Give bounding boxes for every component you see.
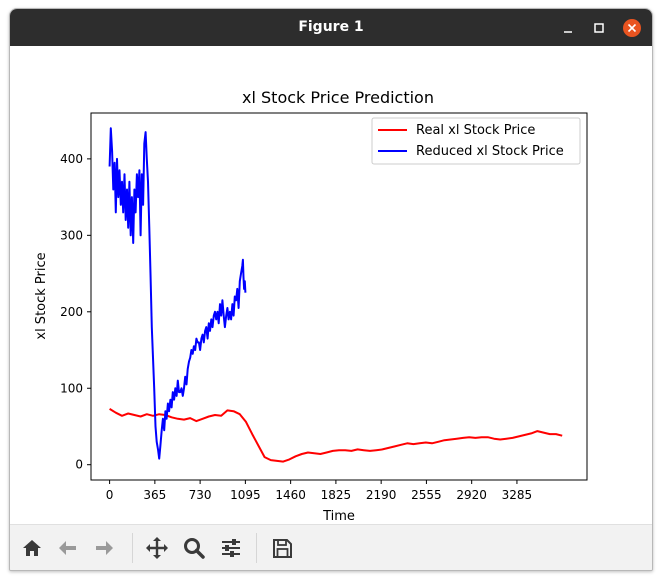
zoom-icon xyxy=(182,536,206,560)
figure-canvas[interactable]: xl Stock Price Prediction 0 365 730 1095 146… xyxy=(10,46,652,524)
legend: Real xl Stock Price Reduced xl Stock Pri… xyxy=(372,118,580,164)
title-bar[interactable]: Figure 1 xyxy=(10,9,652,46)
configure-subplots-button[interactable] xyxy=(217,534,245,562)
x-tick-label: 2920 xyxy=(456,488,487,502)
forward-arrow-icon xyxy=(93,537,115,559)
home-icon xyxy=(21,537,43,559)
window-title: Figure 1 xyxy=(10,19,652,35)
x-tick-label: 2555 xyxy=(411,488,442,502)
x-tick-label: 730 xyxy=(189,488,212,502)
y-tick-label: 100 xyxy=(60,381,83,395)
save-icon xyxy=(271,537,293,559)
forward-button[interactable] xyxy=(90,534,118,562)
series-line-real xyxy=(110,409,563,462)
figure-window: Figure 1 xl Stock Price Prediction 0 365 7… xyxy=(9,8,653,571)
y-tick-label: 400 xyxy=(60,152,83,166)
x-tick-label: 365 xyxy=(143,488,166,502)
x-tick-label: 1095 xyxy=(230,488,261,502)
x-tick-label: 0 xyxy=(106,488,114,502)
navigation-toolbar xyxy=(10,524,652,571)
x-tick-label: 1460 xyxy=(275,488,306,502)
x-tick-label: 1825 xyxy=(321,488,352,502)
legend-label-real: Real xl Stock Price xyxy=(416,123,535,138)
minimize-button[interactable] xyxy=(558,18,578,38)
pan-button[interactable] xyxy=(143,534,171,562)
home-button[interactable] xyxy=(18,534,46,562)
toolbar-separator xyxy=(256,533,257,563)
move-icon xyxy=(145,536,169,560)
zoom-button[interactable] xyxy=(180,534,208,562)
y-tick-label: 200 xyxy=(60,305,83,319)
x-tick-label: 2190 xyxy=(366,488,397,502)
close-icon xyxy=(622,18,642,38)
chart-title: xl Stock Price Prediction xyxy=(242,88,434,107)
y-tick-label: 0 xyxy=(75,458,83,472)
maximize-icon xyxy=(589,18,609,38)
y-tick-label: 300 xyxy=(60,228,83,242)
maximize-button[interactable] xyxy=(589,18,609,38)
save-button[interactable] xyxy=(268,534,296,562)
x-axis-label: Time xyxy=(322,509,355,524)
x-tick-label: 3285 xyxy=(502,488,533,502)
legend-label-reduced: Reduced xl Stock Price xyxy=(416,144,564,159)
close-button[interactable] xyxy=(622,18,642,38)
series-line-reduced xyxy=(110,128,246,458)
configure-subplots-icon xyxy=(219,536,243,560)
minimize-icon xyxy=(558,18,578,38)
back-button[interactable] xyxy=(54,534,82,562)
back-arrow-icon xyxy=(57,537,79,559)
y-axis-label: xl Stock Price xyxy=(34,252,49,339)
line-chart: xl Stock Price Prediction 0 365 730 1095 146… xyxy=(10,46,652,524)
toolbar-separator xyxy=(132,533,133,563)
